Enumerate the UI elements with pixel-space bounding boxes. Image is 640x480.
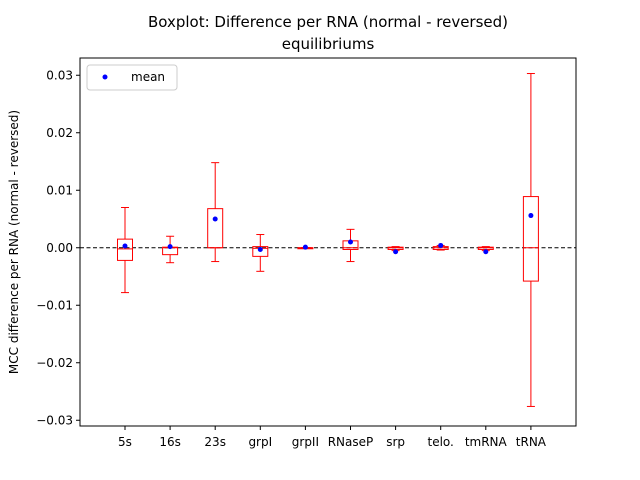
chart-title: Boxplot: Difference per RNA (normal - re… <box>148 13 508 31</box>
legend-frame <box>86 64 178 91</box>
means-layer <box>122 213 534 255</box>
mean-point-grpII <box>302 244 308 250</box>
box-grpI <box>252 234 269 272</box>
mean-point-5s <box>122 243 128 249</box>
x-tick-label: 5s <box>118 435 132 449</box>
mean-point-telo. <box>438 242 444 248</box>
y-axis-label: MCC difference per RNA (normal - reverse… <box>7 110 21 374</box>
x-tick-label: 16s <box>159 435 181 449</box>
mean-point-23s <box>212 216 218 222</box>
y-tick-label: −0.01 <box>36 298 73 312</box>
plot-area-frame <box>79 57 577 427</box>
y-tick-label: 0.03 <box>46 68 73 82</box>
box-5s <box>117 207 133 294</box>
x-tick-label: 23s <box>204 435 226 449</box>
iqr-box <box>117 238 133 261</box>
x-tick-label: tmRNA <box>465 435 508 449</box>
mean-point-16s <box>167 244 173 250</box>
y-tick-label: −0.02 <box>36 356 73 370</box>
y-tick-label: 0.01 <box>46 183 73 197</box>
x-tick-label: grpI <box>248 435 272 449</box>
x-tick-label: grpII <box>292 435 319 449</box>
mean-point-grpI <box>257 246 263 252</box>
boxes-layer <box>117 73 539 407</box>
y-tick-label: −0.03 <box>36 413 73 427</box>
x-tick-label: srp <box>386 435 405 449</box>
mean-point-srp <box>393 249 399 255</box>
legend: mean <box>86 64 178 91</box>
legend-mean-label: mean <box>131 70 165 84</box>
iqr-box <box>522 196 539 282</box>
x-tick-label: RNaseP <box>328 435 374 449</box>
y-tick-label: 0.02 <box>46 126 73 140</box>
x-tick-label: telo. <box>428 435 454 449</box>
box-tRNA <box>522 73 539 407</box>
x-axis-ticks: 5s 16s 23s grpI grpII RNaseP srp telo. tmRNA tRNA <box>118 426 547 449</box>
y-axis-ticks: 0.03 0.02 0.01 0.00 −0.01 −0.02 −0.03 <box>36 68 80 427</box>
mean-point-tmRNA <box>483 249 489 255</box>
box-23s <box>207 162 224 263</box>
x-tick-label: tRNA <box>516 435 547 449</box>
mean-point-RNaseP <box>348 239 353 245</box>
legend-mean-marker <box>102 74 108 80</box>
chart-subtitle: equilibriums <box>282 35 375 53</box>
iqr-box <box>252 246 269 257</box>
y-tick-label: 0.00 <box>46 241 73 255</box>
mean-point-tRNA <box>528 213 534 219</box>
